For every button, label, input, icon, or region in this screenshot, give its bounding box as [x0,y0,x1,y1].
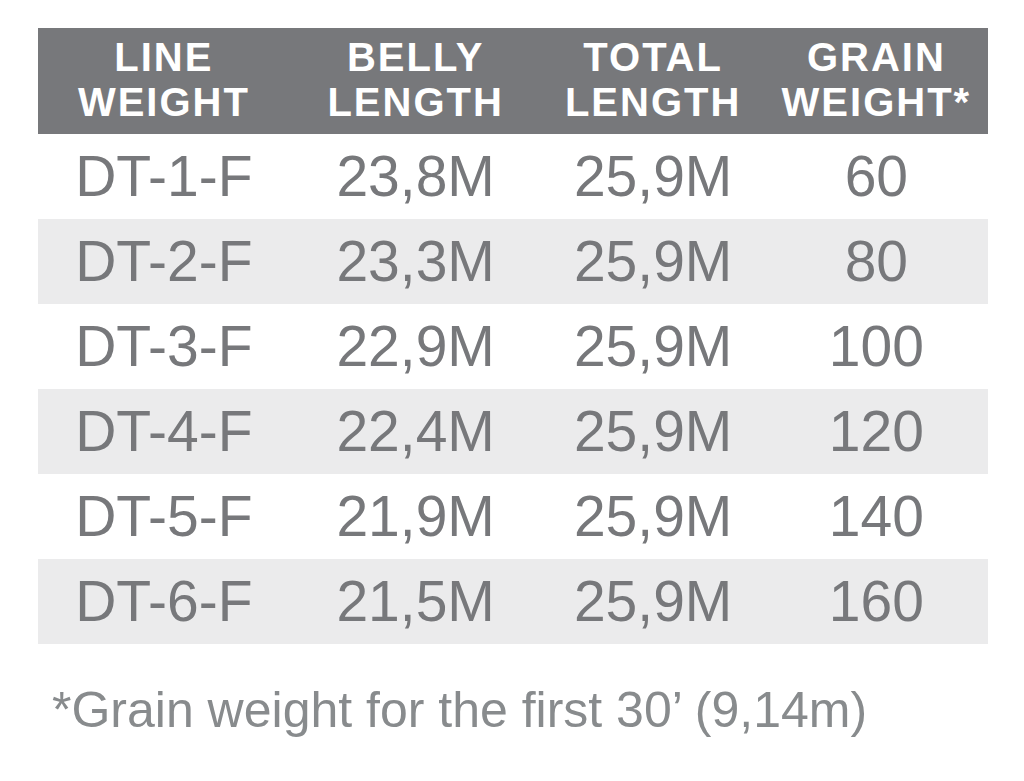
table-row: DT-2-F 23,3M 25,9M 80 [38,219,988,304]
cell-belly-length: 23,8M [290,134,542,219]
line-spec-table: LINE WEIGHT BELLY LENGTH TOTAL LENGTH GR… [38,28,988,644]
cell-line-weight: DT-6-F [38,559,290,644]
column-header-total-length: TOTAL LENGTH [542,28,765,134]
cell-total-length: 25,9M [542,474,765,559]
cell-line-weight: DT-4-F [38,389,290,474]
header-line: GRAIN [765,35,988,80]
cell-total-length: 25,9M [542,134,765,219]
cell-line-weight: DT-5-F [38,474,290,559]
cell-grain-weight: 60 [765,134,988,219]
table-row: DT-4-F 22,4M 25,9M 120 [38,389,988,474]
header-line: LENGTH [290,80,542,125]
cell-grain-weight: 140 [765,474,988,559]
header-line: LINE [38,35,290,80]
cell-grain-weight: 100 [765,304,988,389]
table-header: LINE WEIGHT BELLY LENGTH TOTAL LENGTH GR… [38,28,988,134]
column-header-belly-length: BELLY LENGTH [290,28,542,134]
header-line: LENGTH [542,80,765,125]
cell-line-weight: DT-3-F [38,304,290,389]
cell-belly-length: 22,9M [290,304,542,389]
table-row: DT-6-F 21,5M 25,9M 160 [38,559,988,644]
cell-grain-weight: 160 [765,559,988,644]
header-line: WEIGHT [38,80,290,125]
cell-line-weight: DT-2-F [38,219,290,304]
column-header-grain-weight: GRAIN WEIGHT* [765,28,988,134]
header-line: TOTAL [542,35,765,80]
table-row: DT-5-F 21,9M 25,9M 140 [38,474,988,559]
cell-total-length: 25,9M [542,559,765,644]
header-line: BELLY [290,35,542,80]
cell-total-length: 25,9M [542,304,765,389]
cell-line-weight: DT-1-F [38,134,290,219]
header-row: LINE WEIGHT BELLY LENGTH TOTAL LENGTH GR… [38,28,988,134]
cell-grain-weight: 120 [765,389,988,474]
column-header-line-weight: LINE WEIGHT [38,28,290,134]
grain-weight-footnote: *Grain weight for the first 30’ (9,14m) [52,680,1012,740]
header-line: WEIGHT* [765,80,988,125]
cell-total-length: 25,9M [542,389,765,474]
cell-belly-length: 21,9M [290,474,542,559]
cell-belly-length: 23,3M [290,219,542,304]
table-row: DT-1-F 23,8M 25,9M 60 [38,134,988,219]
cell-grain-weight: 80 [765,219,988,304]
table-row: DT-3-F 22,9M 25,9M 100 [38,304,988,389]
cell-belly-length: 21,5M [290,559,542,644]
cell-total-length: 25,9M [542,219,765,304]
cell-belly-length: 22,4M [290,389,542,474]
table-body: DT-1-F 23,8M 25,9M 60 DT-2-F 23,3M 25,9M… [38,134,988,644]
